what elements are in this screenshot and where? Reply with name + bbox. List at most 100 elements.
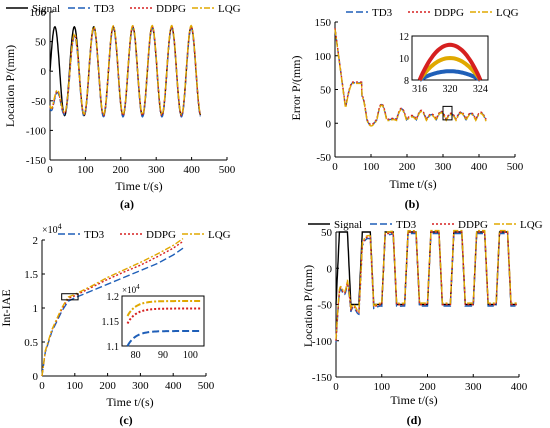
x-tick-label: 400 xyxy=(471,161,488,173)
inset-y-tick-label: 1.2 xyxy=(107,292,120,303)
y-tick-label: 100 xyxy=(315,51,332,63)
panel-label: (d) xyxy=(407,413,422,427)
series-td3 xyxy=(335,232,517,343)
y-axis-label: Error P/(mm) xyxy=(289,56,303,121)
series-ddpg xyxy=(41,240,184,377)
x-tick-label: 0 xyxy=(332,161,338,173)
y-tick-label: 100 xyxy=(30,7,47,19)
y-tick-label: -100 xyxy=(26,125,47,137)
x-tick-label: 200 xyxy=(399,161,416,173)
x-tick-label: 100 xyxy=(374,381,391,393)
panel-label: (a) xyxy=(120,197,134,211)
x-tick-label: 500 xyxy=(507,161,524,173)
panel-d: 0 100 200 300 400 -150 -100 -50 0 50 Location P/(m… xyxy=(301,219,543,427)
panel-label: (b) xyxy=(405,197,420,211)
y-exponent: ×104 xyxy=(42,222,62,236)
x-tick-label: 0 xyxy=(47,164,53,176)
inset-td3 xyxy=(126,330,202,347)
y-tick-label: -50 xyxy=(31,96,46,108)
zoom-box xyxy=(61,293,79,301)
legend-label-ddpg: DDPG xyxy=(156,3,186,15)
y-tick-label: 1 xyxy=(33,303,39,315)
y-tick-label: 0 xyxy=(327,263,333,275)
x-tick-label: 300 xyxy=(465,381,482,393)
y-tick-label: 0.5 xyxy=(24,337,38,349)
y-tick-label: 50 xyxy=(321,227,333,239)
y-tick-label: 0 xyxy=(33,371,39,383)
legend-label-lqg: LQG xyxy=(496,7,519,19)
legend-label-ddpg: DDPG xyxy=(434,7,464,19)
inset-y-tick-label: 1.1 xyxy=(107,342,120,353)
series-lqg xyxy=(334,29,487,127)
y-tick-label: 2 xyxy=(33,235,39,247)
x-tick-label: 300 xyxy=(435,161,452,173)
legend-label-td3: TD3 xyxy=(396,219,417,231)
legend-label-ddpg: DDPG xyxy=(146,229,176,241)
panel-c: 0 100 200 300 400 50000.511.52×104Int-IAETime… xyxy=(0,222,231,427)
y-tick-label: -50 xyxy=(316,152,331,164)
x-tick-label: 100 xyxy=(77,164,94,176)
inset-x-tick-label: 324 xyxy=(473,84,488,95)
inset-y-tick-label: 8 xyxy=(404,76,409,87)
inset-y-tick-label: 12 xyxy=(399,32,409,43)
inset-x-tick-label: 80 xyxy=(131,350,141,361)
x-tick-label: 500 xyxy=(219,164,236,176)
x-axis-label: Time t/(s) xyxy=(390,393,437,407)
zoom-box xyxy=(442,105,453,121)
x-axis-label: Time t/(s) xyxy=(106,395,153,409)
x-tick-label: 100 xyxy=(67,380,84,392)
inset-y-tick-label: 1.15 xyxy=(102,317,120,328)
y-axis-label: Location P/(mm) xyxy=(301,265,315,347)
legend-label-lqg: LQG xyxy=(520,219,543,231)
x-tick-label: 0 xyxy=(333,381,339,393)
inset-y-exponent-power: 4 xyxy=(136,283,140,291)
inset-x-tick-label: 90 xyxy=(158,350,168,361)
legend-label-ddpg: DDPG xyxy=(458,219,488,231)
x-tick-label: 200 xyxy=(419,381,436,393)
y-tick-label: -150 xyxy=(312,372,333,384)
inset-lqg xyxy=(126,300,202,317)
y-tick-label: -50 xyxy=(317,300,332,312)
inset-x-tick-label: 316 xyxy=(412,84,427,95)
series-lqg xyxy=(49,24,202,116)
legend-label-td3: TD3 xyxy=(372,7,393,19)
x-tick-label: 200 xyxy=(113,164,130,176)
x-tick-label: 500 xyxy=(198,380,215,392)
series-ddpg xyxy=(334,27,487,126)
legend-label-td3: TD3 xyxy=(84,229,105,241)
legend-label-lqg: LQG xyxy=(218,3,241,15)
series-signal xyxy=(335,231,517,306)
y-exponent-power: 4 xyxy=(58,222,62,231)
x-tick-label: 400 xyxy=(511,381,528,393)
x-tick-label: 300 xyxy=(148,164,165,176)
x-tick-label: 400 xyxy=(183,164,200,176)
y-tick-label: 0 xyxy=(326,118,332,130)
y-tick-label: 50 xyxy=(35,37,47,49)
x-tick-label: 0 xyxy=(39,380,45,392)
panel-label: (c) xyxy=(119,413,132,427)
y-tick-label: 0 xyxy=(41,66,47,78)
legend-label-signal: Signal xyxy=(32,3,60,15)
y-tick-label: 50 xyxy=(320,85,332,97)
legend-label-signal: Signal xyxy=(334,219,362,231)
series-ddpg xyxy=(49,25,202,117)
inset-ddpg xyxy=(126,307,202,324)
legend-label-td3: TD3 xyxy=(94,3,115,15)
panel-a: 0 100 200 300 400 500 -150 -100 -50 0 50 100 Locatio… xyxy=(3,3,241,211)
y-tick-label: 1.5 xyxy=(24,269,38,281)
x-tick-label: 300 xyxy=(132,380,149,392)
series-lqg xyxy=(41,238,184,377)
inset-td3 xyxy=(418,69,482,82)
legend-label-lqg: LQG xyxy=(208,229,231,241)
x-axis-label: Time t/(s) xyxy=(389,177,436,191)
series-ddpg xyxy=(335,231,517,341)
x-axis-label: Time t/(s) xyxy=(115,179,162,193)
y-tick-label: 150 xyxy=(315,17,332,29)
inset-x-tick-label: 100 xyxy=(183,350,198,361)
x-tick-label: 400 xyxy=(165,380,182,392)
inset-lqg xyxy=(417,55,483,82)
x-tick-label: 100 xyxy=(363,161,380,173)
y-axis-label: Location P/(mm) xyxy=(3,45,17,127)
